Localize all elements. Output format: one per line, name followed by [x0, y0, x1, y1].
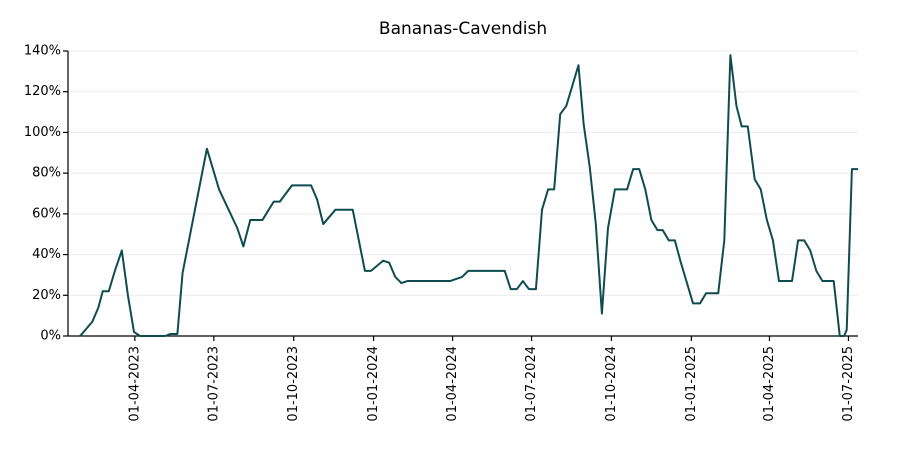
- x-tick-label: 01-10-2023: [286, 346, 301, 422]
- x-tick-label: 01-04-2023: [127, 346, 142, 422]
- x-tick-label: 01-01-2024: [366, 346, 381, 422]
- x-tick-label: 01-07-2023: [206, 346, 221, 422]
- y-tick-label: 100%: [24, 125, 61, 140]
- y-tick-label: 0%: [40, 329, 61, 344]
- y-tick-label: 120%: [24, 84, 61, 99]
- x-tick-label: 01-04-2025: [762, 346, 777, 422]
- y-tick-label: 140%: [24, 44, 61, 59]
- y-tick-label: 20%: [32, 288, 61, 303]
- y-tick-label: 80%: [32, 166, 61, 181]
- x-tick-label: 01-07-2024: [524, 346, 539, 422]
- x-tick-label: 01-10-2024: [604, 346, 619, 422]
- x-tick-label: 01-07-2025: [841, 346, 856, 422]
- chart-title: Bananas-Cavendish: [379, 19, 547, 39]
- x-tick-label: 01-04-2024: [445, 346, 460, 422]
- y-tick-label: 40%: [32, 247, 61, 262]
- x-tick-label: 01-01-2025: [684, 346, 699, 422]
- y-tick-label: 60%: [32, 206, 61, 221]
- data-line: [79, 54, 858, 337]
